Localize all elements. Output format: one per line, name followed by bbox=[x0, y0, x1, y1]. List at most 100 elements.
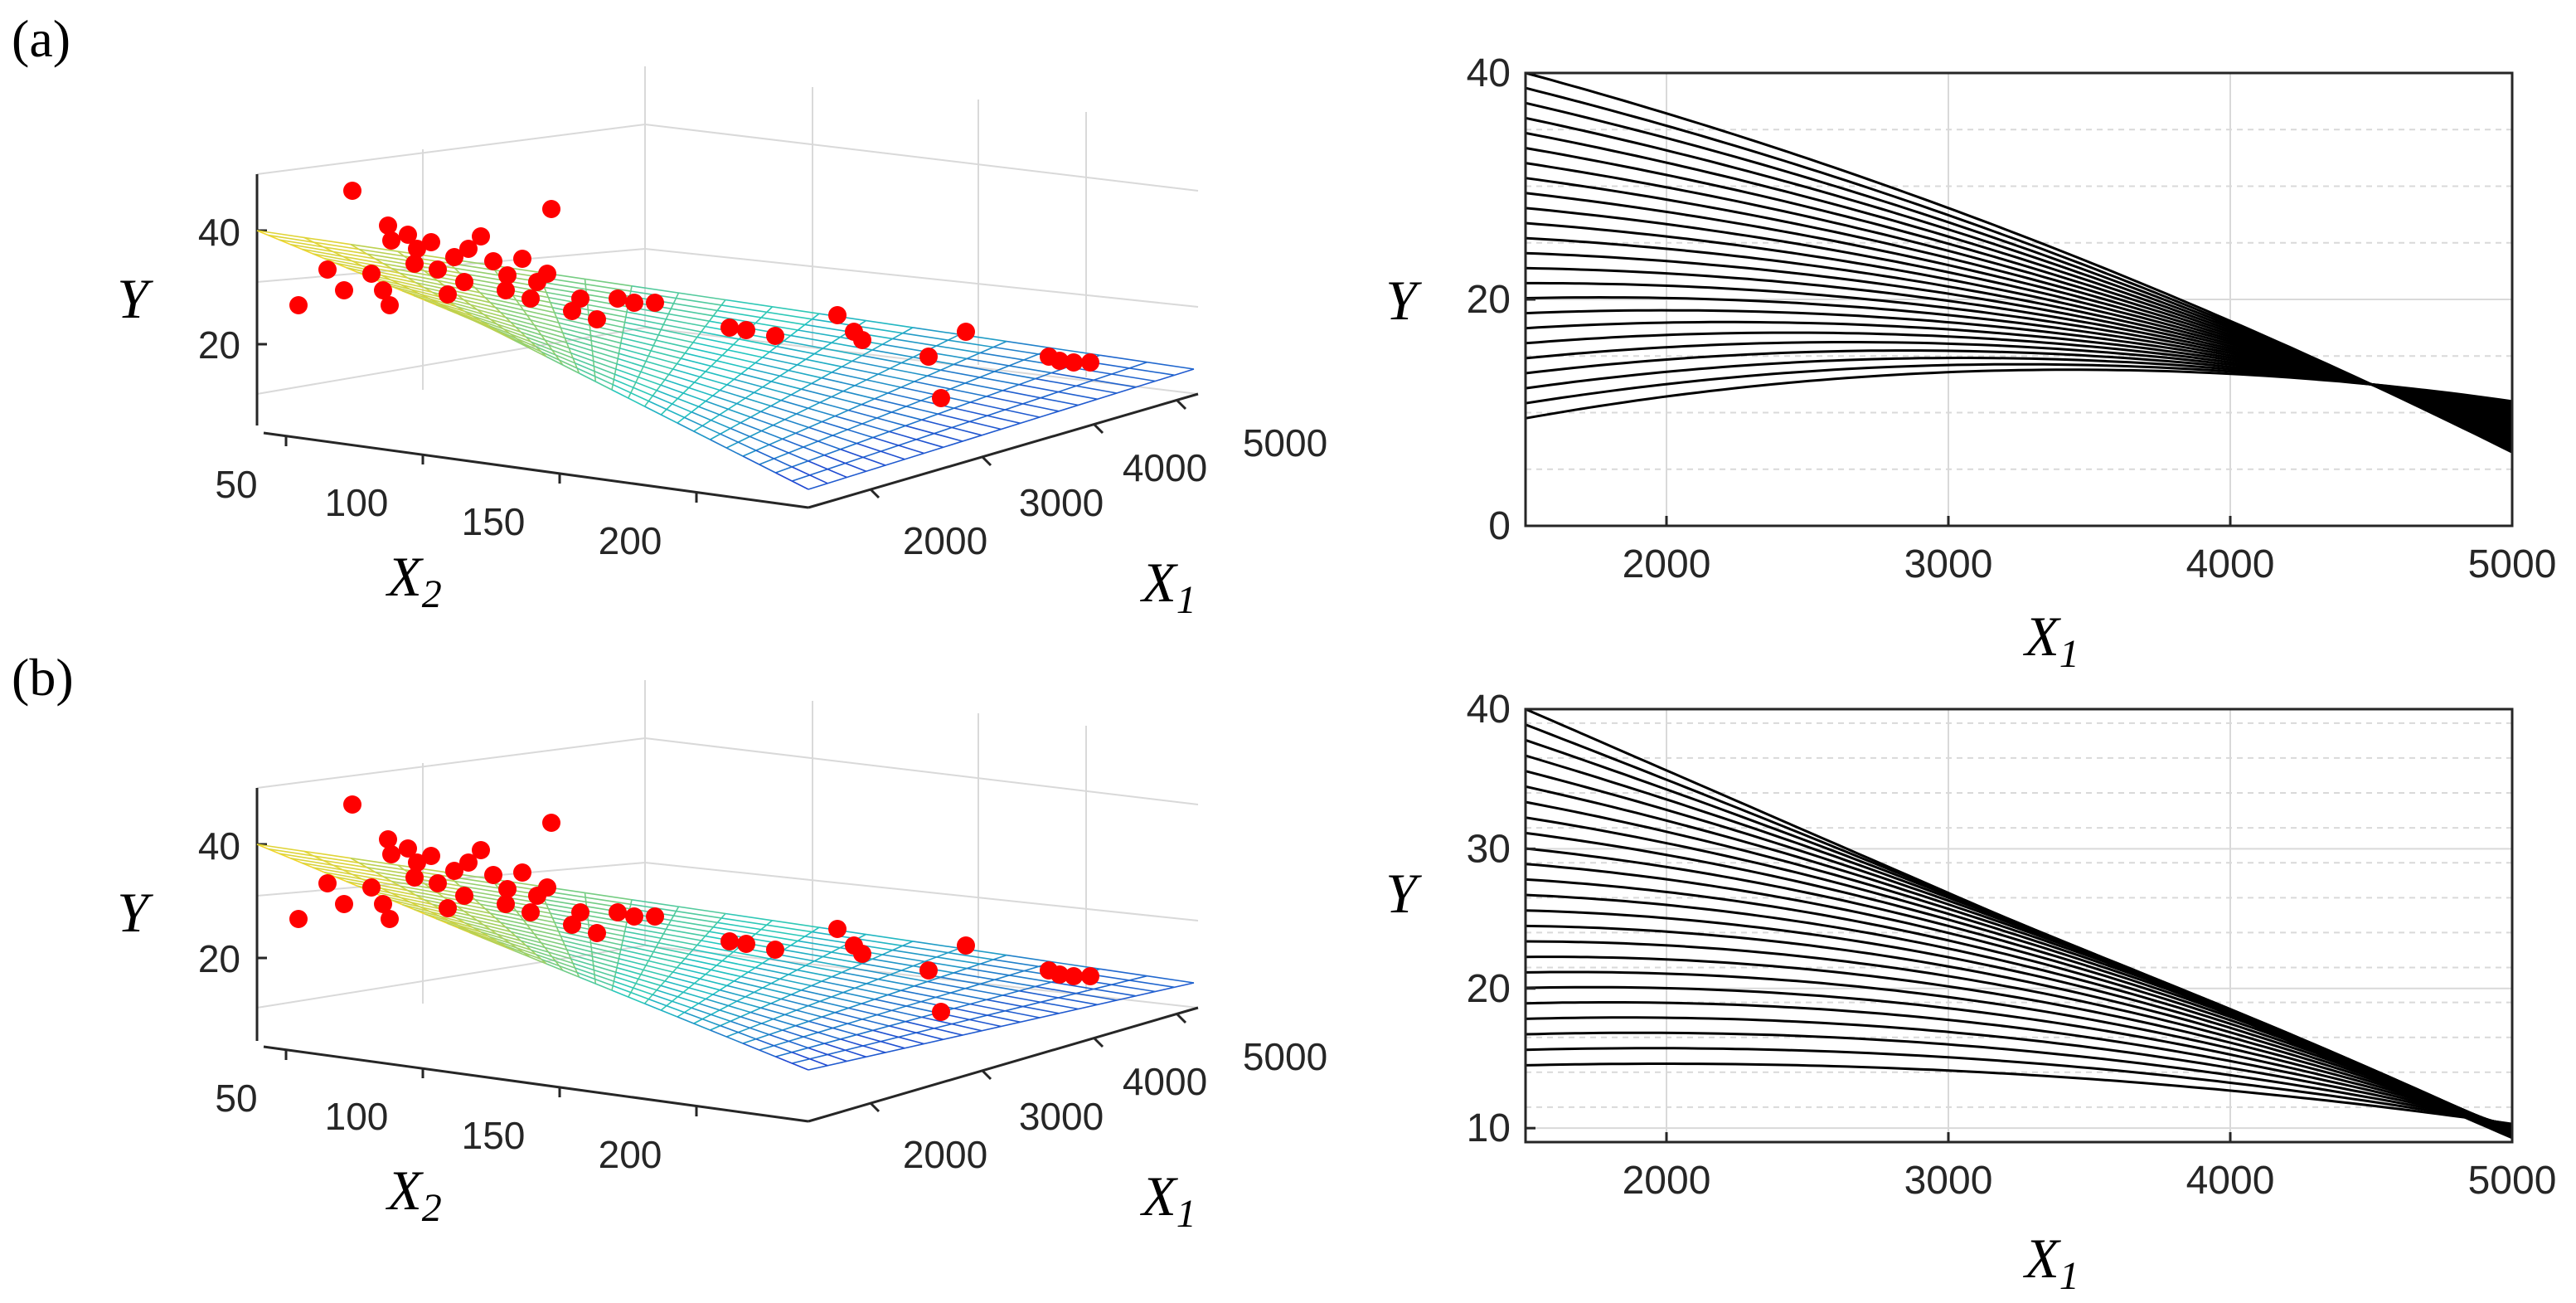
surface-mesh-line bbox=[611, 389, 645, 407]
surface-mesh-line bbox=[652, 395, 692, 413]
surface-mesh-line bbox=[712, 994, 761, 1009]
surface-mesh-line bbox=[1035, 985, 1118, 1001]
data-point bbox=[497, 281, 515, 299]
surface-mesh-line bbox=[780, 399, 836, 417]
surface-mesh-line bbox=[770, 1003, 822, 1018]
surface-mesh-line bbox=[612, 383, 649, 402]
surface-mesh-line bbox=[776, 953, 852, 969]
surface-mesh-line bbox=[840, 448, 886, 466]
x1-tick-2000-mark-a bbox=[869, 488, 880, 499]
data-point bbox=[1081, 967, 1099, 985]
surface-mesh-line bbox=[350, 857, 445, 873]
surface-mesh-line bbox=[558, 322, 623, 339]
surface-mesh-line bbox=[358, 248, 450, 265]
surface-mesh-line bbox=[521, 331, 570, 349]
surface-mesh-line bbox=[621, 944, 686, 960]
surface-mesh-line bbox=[505, 334, 542, 352]
surface-mesh-line bbox=[795, 1024, 842, 1040]
surface-mesh-line bbox=[391, 899, 449, 915]
data-point bbox=[609, 289, 627, 308]
surface-mesh-line bbox=[570, 958, 617, 973]
series-line bbox=[1525, 924, 2513, 1131]
surface-mesh-line bbox=[279, 853, 367, 868]
surface-mesh-line bbox=[624, 931, 698, 946]
surface-mesh-line bbox=[822, 421, 874, 439]
surface-mesh-line bbox=[668, 373, 720, 391]
x-axis-title-2d-sub-a: 1 bbox=[2059, 632, 2079, 676]
surface-mesh-line bbox=[696, 944, 770, 960]
surface-mesh-line bbox=[872, 436, 924, 455]
surface-mesh-line bbox=[808, 1020, 857, 1036]
surface-mesh-line bbox=[795, 432, 842, 450]
surface-mesh-line bbox=[473, 926, 522, 942]
surface-mesh-line bbox=[575, 967, 614, 982]
panel-label-b: (b) bbox=[12, 648, 74, 707]
surface-mesh-line bbox=[882, 954, 968, 970]
surface-mesh-line bbox=[550, 912, 626, 928]
surface-mesh-line bbox=[556, 317, 623, 333]
surface-mesh-line bbox=[677, 966, 735, 982]
y-axis-title-main-a: X bbox=[385, 545, 424, 608]
surface-mesh-line bbox=[256, 230, 352, 246]
data-point bbox=[828, 920, 847, 938]
surface-mesh-line bbox=[515, 936, 567, 951]
surface-mesh-line bbox=[620, 342, 682, 359]
surface-mesh-line bbox=[623, 940, 690, 955]
surface-mesh-line bbox=[617, 962, 670, 978]
3d-back-wall-top-a bbox=[256, 123, 1199, 192]
surface-mesh-line bbox=[940, 369, 1020, 386]
surface-mesh-line bbox=[720, 433, 757, 451]
y-axis-title-b: X2 bbox=[385, 1159, 442, 1230]
surface-mesh-line bbox=[488, 936, 531, 951]
x1-tick-5000-mark-b bbox=[1176, 1013, 1187, 1024]
surface-mesh-line bbox=[902, 332, 994, 348]
surface-mesh-line bbox=[531, 949, 574, 965]
surface-mesh-line bbox=[630, 290, 722, 306]
surface-mesh-line bbox=[938, 413, 1002, 430]
data-point bbox=[720, 318, 739, 337]
x-axis-title-main-b: X bbox=[1139, 1164, 1178, 1228]
surface-mesh-line bbox=[713, 926, 798, 942]
surface-mesh-line bbox=[616, 362, 666, 381]
surface-mesh-line bbox=[889, 1025, 944, 1041]
data-point bbox=[379, 830, 397, 848]
data-point bbox=[919, 348, 938, 366]
x-tick-label-a: 5000 bbox=[1243, 421, 1327, 464]
surface-mesh-line bbox=[720, 917, 813, 933]
data-point bbox=[1065, 967, 1083, 985]
data-point bbox=[919, 961, 938, 980]
data-point bbox=[362, 878, 381, 897]
y-axis-title-sub-b: 2 bbox=[422, 1186, 442, 1230]
y-tick-label: 10 bbox=[1467, 1106, 1511, 1150]
data-point bbox=[513, 863, 531, 882]
surface-mesh-line bbox=[485, 907, 555, 923]
x-axis-title-b: X1 bbox=[1139, 1164, 1196, 1236]
surface-mesh-line bbox=[505, 926, 563, 941]
surface-mesh-line bbox=[614, 975, 657, 991]
data-point bbox=[472, 227, 490, 246]
surface-mesh-line bbox=[713, 315, 798, 331]
chart-b-3d-surface bbox=[256, 844, 1195, 1071]
surface-mesh-line bbox=[521, 940, 570, 955]
surface-mesh-line bbox=[780, 998, 836, 1014]
data-point bbox=[289, 296, 308, 314]
surface-mesh-line bbox=[970, 1003, 1041, 1019]
surface-mesh-line bbox=[677, 422, 711, 440]
x-axis-title-2d-a: X1 bbox=[2022, 605, 2079, 676]
surface-mesh-line bbox=[808, 426, 857, 445]
surface-mesh-line bbox=[791, 994, 849, 1009]
data-point bbox=[853, 945, 871, 963]
data-point bbox=[853, 331, 871, 349]
surface-mesh-line bbox=[479, 292, 553, 309]
data-point bbox=[318, 874, 337, 892]
surface-mesh-line bbox=[576, 971, 614, 987]
surface-mesh-line bbox=[497, 329, 537, 348]
surface-mesh-line bbox=[681, 357, 742, 375]
series-line bbox=[1525, 1031, 2513, 1127]
surface-mesh-line bbox=[541, 958, 578, 974]
data-point bbox=[318, 260, 337, 279]
surface-mesh-line bbox=[871, 349, 954, 366]
x-tick-label-b: 2000 bbox=[903, 1133, 987, 1176]
data-point bbox=[957, 323, 975, 341]
